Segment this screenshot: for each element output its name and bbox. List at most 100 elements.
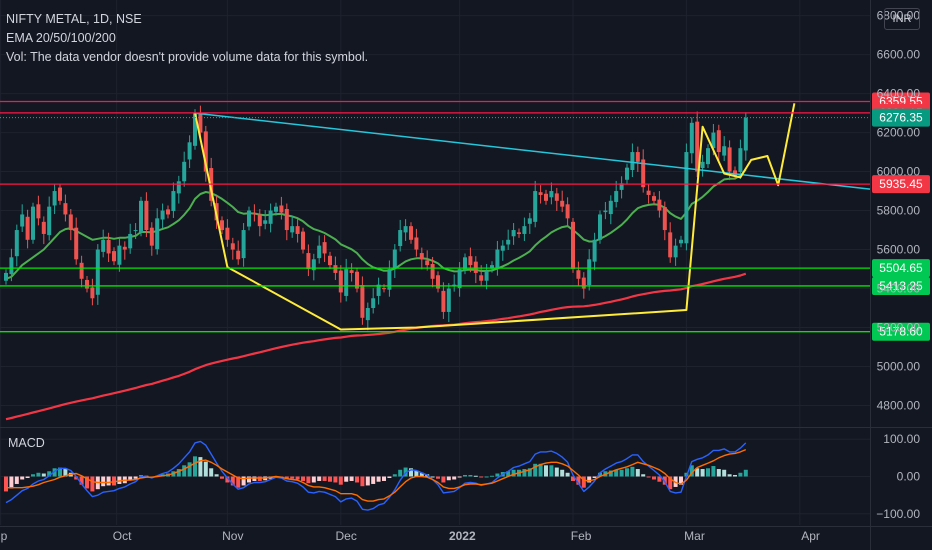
macd-histogram-bar: [436, 476, 440, 479]
macd-histogram-bar: [344, 476, 349, 482]
candle-down: [355, 271, 359, 289]
time-tick-label: Mar: [684, 529, 705, 543]
candle-up: [155, 218, 160, 250]
macd-histogram-bar: [371, 476, 376, 484]
currency-badge[interactable]: INR: [884, 8, 920, 30]
candle-up: [101, 239, 106, 252]
support-level-badge: [872, 259, 930, 278]
macd-histogram-bar: [101, 476, 106, 487]
macd-histogram-bar: [738, 472, 743, 477]
candle-up: [457, 269, 462, 289]
trendline-resistance[interactable]: [194, 112, 871, 190]
time-tick-label: Apr: [801, 529, 820, 543]
candle-up: [592, 239, 597, 262]
candle-down: [220, 220, 224, 231]
macd-histogram-bar: [4, 476, 8, 492]
candle-down: [414, 237, 419, 250]
candle-up: [684, 152, 689, 244]
candle-up: [743, 117, 748, 151]
candle-down: [149, 227, 154, 246]
legend: NIFTY METAL, 1D, NSE EMA 20/50/100/200 V…: [6, 10, 368, 67]
candle-down: [90, 287, 95, 299]
macd-histogram-bar: [182, 465, 187, 477]
candle-up: [608, 200, 613, 215]
candle-up: [587, 259, 592, 286]
macd-histogram-bar: [506, 471, 511, 477]
macd-histogram-bar: [85, 476, 89, 489]
time-tick-label: Oct: [113, 529, 132, 543]
resistance-level-label: 5935.45: [879, 177, 923, 191]
time-tick-label: Feb: [571, 529, 592, 543]
candle-down: [544, 193, 548, 201]
candle-up: [371, 298, 376, 309]
candle-up: [630, 152, 635, 170]
macd-histogram-bar: [176, 469, 181, 477]
macd-histogram-bar: [203, 461, 208, 477]
candle-down: [560, 200, 565, 207]
price-tick-label: 5400.00: [877, 282, 921, 296]
candle-down: [203, 131, 208, 172]
macd-histogram-bar: [376, 476, 381, 482]
candle-down: [322, 242, 327, 254]
candle-down: [166, 209, 170, 215]
macd-histogram-bar: [236, 476, 241, 488]
symbol-title[interactable]: NIFTY METAL, 1D, NSE: [6, 12, 142, 26]
ema-indicator-label[interactable]: EMA 20/50/100/200: [6, 31, 116, 45]
candle-down: [41, 221, 46, 234]
candle-up: [247, 210, 251, 227]
macd-histogram-bar: [646, 476, 651, 478]
macd-histogram-bar: [592, 476, 597, 478]
macd-indicator-label[interactable]: MACD: [8, 436, 45, 450]
drawings[interactable]: [0, 100, 871, 333]
macd-histogram-bar: [317, 476, 322, 481]
macd-histogram-bar: [657, 476, 662, 482]
candle-down: [382, 288, 386, 290]
macd-histogram-bar: [198, 457, 203, 477]
macd-histogram-bar: [20, 476, 25, 480]
macd-histogram-bar: [139, 475, 143, 477]
macd-histogram-bar: [544, 465, 548, 477]
candle-down: [198, 114, 203, 133]
volume-indicator-label[interactable]: Vol: The data vendor doesn't provide vol…: [6, 50, 369, 64]
candle-up: [311, 259, 316, 271]
macd-histogram-bar: [252, 476, 257, 481]
candle-down: [257, 214, 262, 227]
macd-histogram-bar: [549, 465, 554, 477]
candle-up: [182, 161, 187, 182]
macd-histogram-bar: [90, 476, 95, 492]
candle-up: [511, 230, 516, 237]
macd-histogram-bar: [441, 476, 446, 483]
candle-down: [58, 187, 62, 201]
candle-up: [738, 148, 743, 172]
candle-up: [403, 226, 408, 233]
macd-histogram-bar: [695, 468, 700, 477]
macd-histogram-bar: [349, 476, 354, 481]
time-tick-label: Dec: [336, 529, 357, 543]
macd-histogram-bar: [635, 469, 640, 477]
candle-up: [706, 148, 710, 165]
candle-down: [554, 193, 559, 201]
macd-histogram-bar: [355, 476, 359, 483]
macd-histogram-bar: [36, 472, 41, 477]
candle-up: [14, 230, 19, 257]
candle-down: [425, 260, 430, 266]
macd-histogram-bar: [733, 475, 737, 477]
resistance-level-badge: [872, 175, 930, 194]
macd-histogram-bar: [490, 475, 494, 477]
cup-pattern-drawing[interactable]: [194, 103, 796, 331]
macd-histogram-bar: [117, 476, 122, 484]
candle-down: [733, 170, 737, 176]
macd-histogram-bar: [522, 469, 527, 477]
macd-histogram-bar: [306, 476, 311, 484]
candle-down: [122, 246, 127, 250]
candle-up: [614, 191, 619, 202]
candle-down: [576, 270, 581, 279]
support-level-badge: [872, 322, 930, 341]
macd-histogram-bar: [473, 475, 478, 477]
candle-up: [133, 230, 138, 232]
macd-histogram-bar: [284, 476, 289, 479]
macd-histogram-bar: [689, 465, 694, 477]
